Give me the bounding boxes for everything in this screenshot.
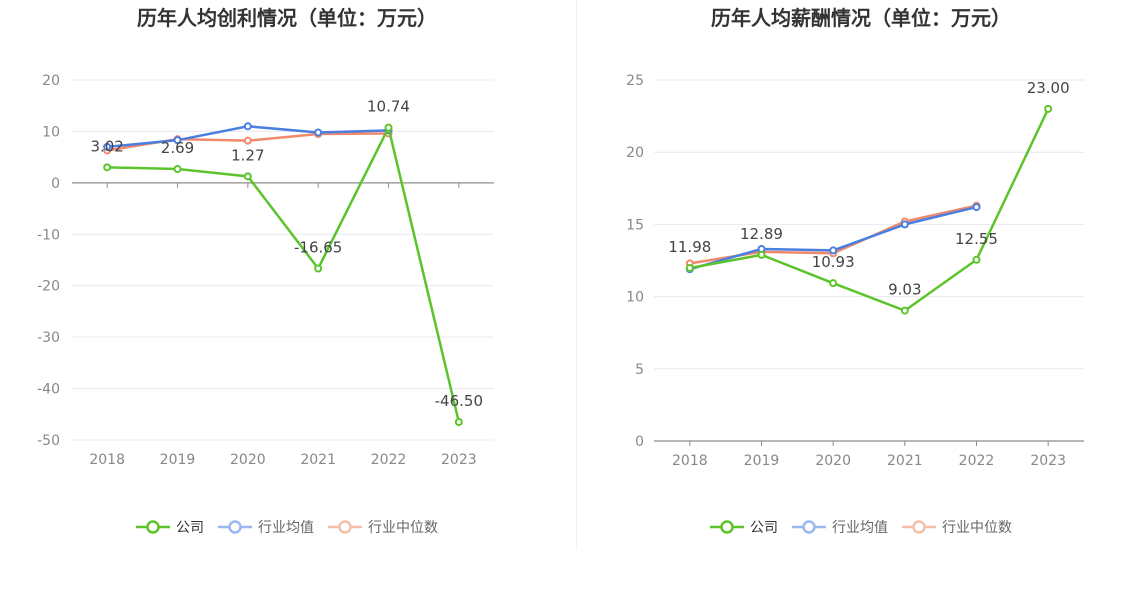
legend-line-icon [328,520,362,534]
data-point [685,264,694,273]
data-point [972,203,981,212]
data-point [1044,104,1053,113]
y-tick-label: 0 [51,176,60,192]
data-point [454,418,463,426]
data-point [757,250,766,259]
line-chart-salary: 25 20 15 10 5 0 2018 2019 2020 2021 2022 2023 11.98 1… [626,73,1084,469]
data-point [103,163,112,172]
data-label: 2.69 [161,139,194,157]
y-tick-label: 10 [42,124,60,140]
chart-title: 历年人均薪酬情况（单位：万元） [711,6,1011,30]
legend-line-icon [218,520,252,534]
data-point [243,172,252,181]
legend-line-icon [136,520,170,534]
x-tick-label: 2019 [160,452,196,468]
series-line [689,108,1050,312]
data-label: 1.27 [231,146,264,164]
data-label: 23.00 [1027,79,1070,97]
legend-label: 行业中位数 [368,520,438,536]
y-tick-label: 10 [626,290,644,306]
series-line [107,126,461,423]
legend-item-industry-median[interactable]: 行业中位数 [902,517,1012,537]
legend-item-industry-avg[interactable]: 行业均值 [218,517,314,537]
data-point [900,306,909,315]
x-tick-label: 2018 [89,452,125,468]
data-label: -16.65 [294,238,342,256]
data-point [900,220,909,229]
data-label: 9.03 [888,281,921,299]
x-tick-label: 2022 [371,452,407,468]
data-point [314,128,323,137]
data-label: 12.89 [740,225,783,243]
legend-item-industry-avg[interactable]: 行业均值 [792,517,888,537]
y-tick-label: 15 [626,217,644,233]
x-tick-label: 2022 [959,453,995,469]
y-tick-label: -20 [37,279,60,295]
y-tick-label: 5 [635,362,644,378]
legend-label: 公司 [176,520,204,536]
y-tick-label: -10 [37,227,60,243]
legend-line-icon [902,520,936,534]
x-tick-label: 2019 [744,453,780,469]
data-label: 11.98 [668,238,711,256]
y-tick-label: -50 [37,433,60,449]
data-point [829,246,838,255]
data-point [173,165,182,174]
legend-label: 行业均值 [832,520,888,536]
data-label: 10.93 [812,253,855,271]
x-tick-label: 2021 [300,452,336,468]
data-point [103,142,112,151]
x-tick-label: 2023 [441,452,477,468]
legend-label: 行业均值 [258,520,314,536]
data-point [972,255,981,264]
y-tick-label: 0 [635,434,644,450]
data-point [384,123,393,132]
legend-line-icon [710,520,744,534]
data-point [314,264,323,273]
y-tick-label: -30 [37,330,60,346]
x-tick-label: 2020 [230,452,266,468]
chart-panel-salary: 历年人均薪酬情况（单位：万元） 25 20 15 10 5 0 2018 2019 2020 20… [574,0,1148,589]
legend-line-icon [792,520,826,534]
y-tick-label: -40 [37,382,60,398]
chart-panel-profit: 历年人均创利情况（单位：万元） 20 10 0 -10 -20 -30 -40 -50 2018… [0,6,574,537]
legend: 公司 行业均值 行业中位数 [574,517,1148,537]
x-tick-label: 2023 [1030,453,1066,469]
x-tick-label: 2021 [887,453,923,469]
data-point [829,279,838,288]
data-point [243,136,252,145]
chart-title: 历年人均创利情况（单位：万元） [137,6,437,30]
data-label: 12.55 [955,230,998,248]
data-label: 3.02 [90,137,123,155]
line-chart-profit: 20 10 0 -10 -20 -30 -40 -50 2018 2019 2020 2021 2022… [37,73,494,468]
legend-item-company[interactable]: 公司 [136,517,204,537]
legend-item-industry-median[interactable]: 行业中位数 [328,517,438,537]
y-tick-label: 20 [626,145,644,161]
legend-item-company[interactable]: 公司 [710,517,778,537]
data-label: -46.50 [435,392,483,410]
panel-divider [576,0,577,550]
data-point [173,136,182,145]
legend: 公司 行业均值 行业中位数 [0,517,574,537]
legend-label: 公司 [750,520,778,536]
data-point [243,122,252,131]
y-tick-label: 25 [626,73,644,89]
x-tick-label: 2018 [672,453,708,469]
data-label: 10.74 [367,98,410,116]
legend-label: 行业中位数 [942,520,1012,536]
y-tick-label: 20 [42,73,60,89]
x-tick-label: 2020 [815,453,851,469]
